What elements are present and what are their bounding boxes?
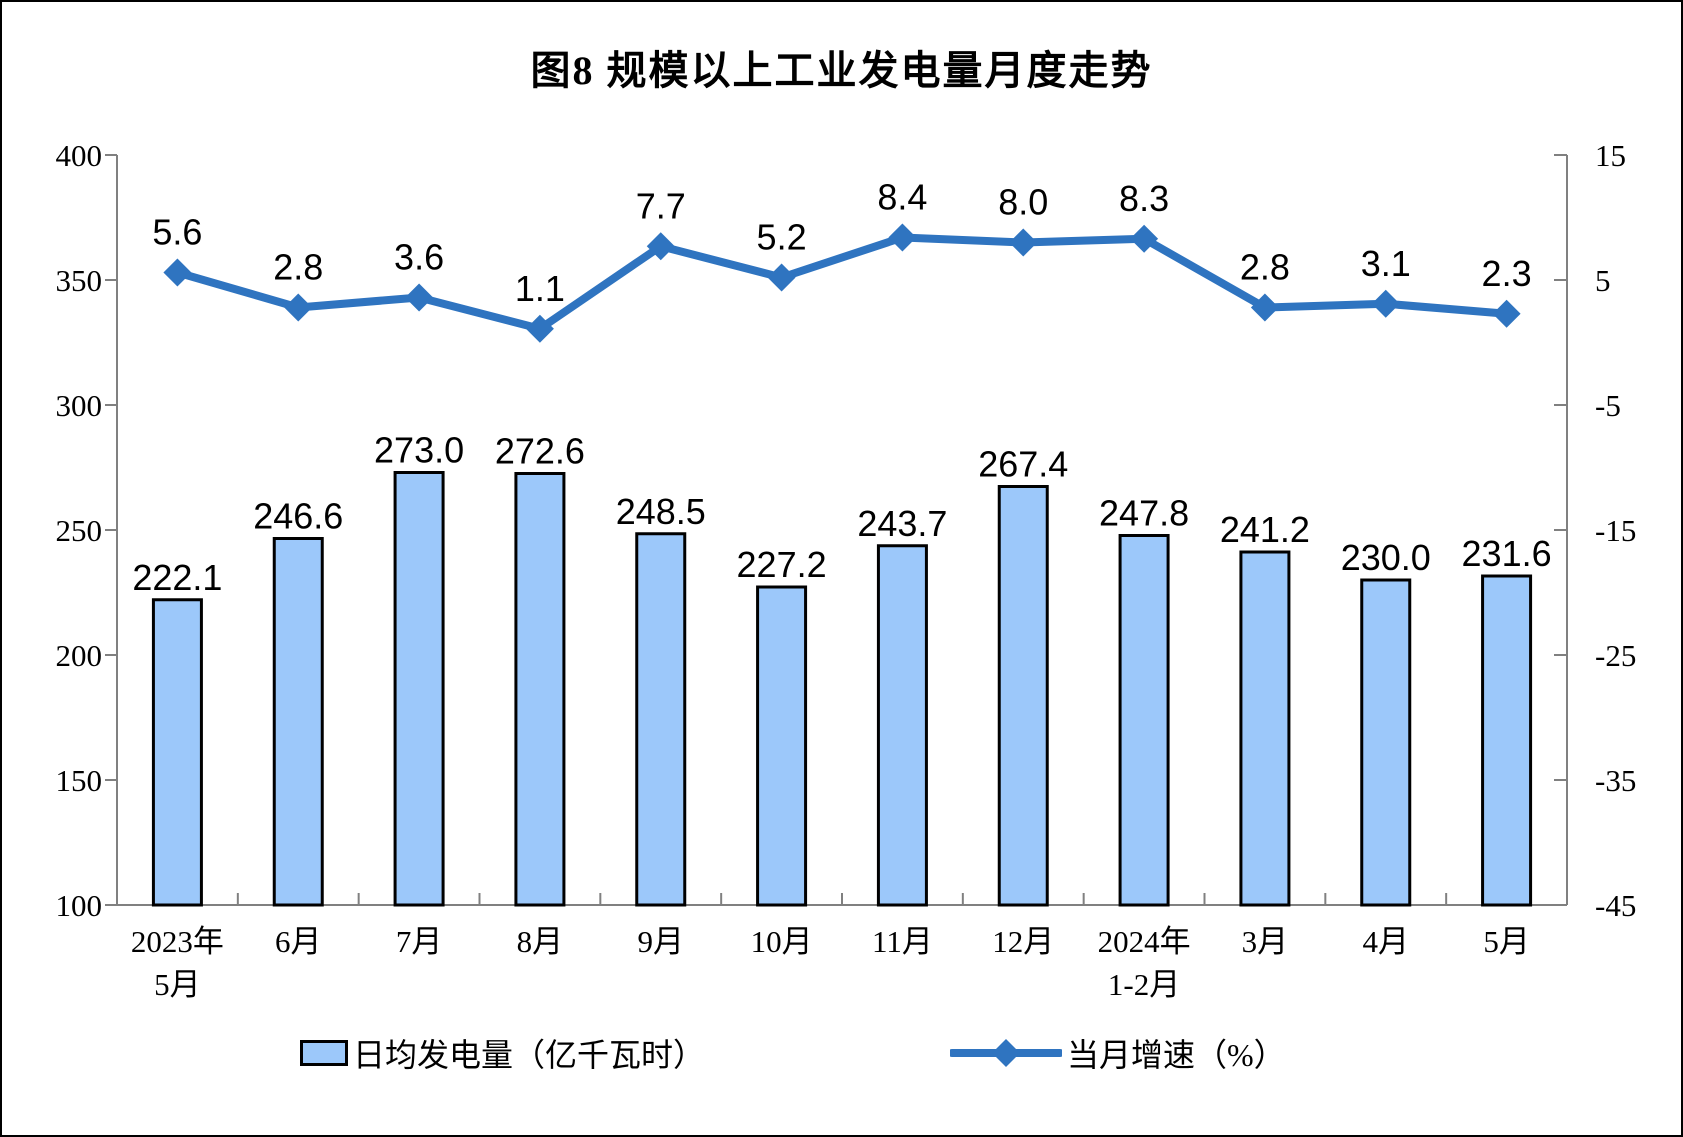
bar [393,471,445,907]
x-category-label: 4月 [1363,924,1410,959]
bar [876,544,928,907]
bar [635,532,687,907]
line-marker-diamond [284,293,313,322]
left-axis-tick-label: 250 [56,513,103,548]
line-value-label: 5.2 [757,217,807,258]
bar-value-label: 247.8 [1099,493,1189,534]
bar-value-label: 248.5 [616,491,706,532]
bar-value-label: 243.7 [857,503,947,544]
right-axis-tick-label: 5 [1595,263,1611,298]
line-value-label: 5.6 [152,212,202,253]
line-marker-diamond [405,283,434,312]
legend-line-label: 当月增速（%） [1067,1037,1286,1073]
bar [151,598,203,907]
x-category-label: 3月 [1242,924,1289,959]
bar-value-label: 231.6 [1462,533,1552,574]
x-category-label: 8月 [517,924,564,959]
left-axis-tick-label: 100 [56,888,103,923]
line-marker-diamond [646,232,675,261]
right-axis-tick-label: -15 [1595,513,1636,548]
line-value-label: 2.8 [1240,247,1290,288]
bar [997,485,1049,907]
line-marker-diamond [1371,289,1400,318]
right-axis-tick-label: -25 [1595,638,1636,673]
bar-value-label: 273.0 [374,430,464,471]
right-axis-tick-label: -5 [1595,388,1621,423]
x-category-label: 5月 [1483,924,1530,959]
bar [1118,534,1170,907]
bar [272,537,324,907]
right-axis-tick-label: 15 [1595,138,1626,173]
x-category-label: 12月 [992,924,1054,959]
line-series-swatch-icon [950,1039,1062,1067]
line-value-label: 7.7 [636,185,686,226]
bar [514,472,566,907]
bar-value-label: 246.6 [253,496,343,537]
bar [756,585,808,907]
chart-legend: 日均发电量（亿千瓦时） 当月增速（%） [2,1030,1681,1073]
line-marker-diamond [1492,299,1521,328]
bar [1360,578,1412,907]
bar-value-label: 230.0 [1341,537,1431,578]
line-marker-diamond [1130,224,1159,253]
x-category-label: 2024年 [1098,924,1191,959]
x-category-label: 2023年 [131,924,224,959]
bar [1481,574,1533,907]
line-value-label: 2.8 [273,247,323,288]
legend-bar-label: 日均发电量（亿千瓦时） [353,1037,706,1073]
line-marker-diamond [767,263,796,292]
legend-item-line-series: 当月增速（%） [950,1030,1286,1076]
bar-series-swatch-icon [300,1040,348,1066]
left-axis-tick-label: 200 [56,638,103,673]
bar [1239,550,1291,907]
x-category-label: 1-2月 [1108,967,1180,1002]
line-value-label: 1.1 [515,268,565,309]
growth-line [173,233,1511,333]
right-axis-tick-label: -45 [1595,888,1636,923]
left-axis-tick-label: 350 [56,263,103,298]
line-marker-diamond [1250,293,1279,322]
x-category-label: 9月 [638,924,685,959]
line-value-label: 8.0 [998,182,1048,223]
right-axis-tick-label: -35 [1595,763,1636,798]
bar-value-label: 241.2 [1220,509,1310,550]
bar-value-label: 227.2 [737,544,827,585]
line-value-label: 8.4 [877,177,927,218]
chart-title: 图8 规模以上工业发电量月度走势 [530,48,1153,93]
line-value-label: 8.3 [1119,178,1169,219]
line-marker-diamond [525,314,554,343]
legend-item-bar-series: 日均发电量（亿千瓦时） [300,1030,705,1076]
line-marker-diamond [1009,228,1038,257]
line-value-label: 3.1 [1361,243,1411,284]
bar-value-label: 267.4 [978,444,1068,485]
left-axis-tick-label: 400 [56,138,103,173]
line-marker-diamond [888,223,917,252]
bar-value-label: 222.1 [132,557,222,598]
line-marker-diamond [163,258,192,287]
x-category-label: 7月 [396,924,443,959]
line-value-label: 2.3 [1482,253,1532,294]
bar-value-label: 272.6 [495,431,585,472]
line-value-label: 3.6 [394,237,444,278]
legend-diamond-icon [992,1039,1020,1067]
x-category-label: 11月 [872,924,933,959]
left-axis-tick-label: 300 [56,388,103,423]
x-category-label: 10月 [751,924,813,959]
x-category-label: 6月 [275,924,322,959]
left-axis-tick-label: 150 [56,763,103,798]
x-category-label: 5月 [154,967,201,1002]
